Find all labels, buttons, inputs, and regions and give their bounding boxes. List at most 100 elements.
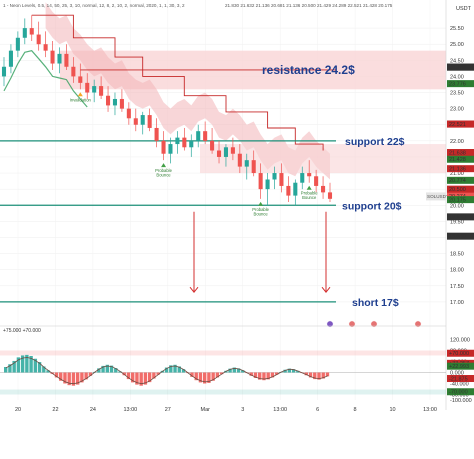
candle-body: [119, 98, 124, 109]
osc-bar: [20, 355, 25, 373]
candle-body: [272, 173, 277, 180]
y-tick-label: 19.50: [450, 219, 464, 225]
y-tick-label: 21.00: [450, 171, 464, 177]
osc-bar: [8, 364, 12, 373]
price-badge-text: 24.289: [449, 65, 466, 71]
osc-tick-label: -100.000: [450, 398, 472, 404]
osc-bar: [202, 372, 207, 384]
candle-body: [140, 115, 145, 125]
level-label: support 22$: [345, 136, 405, 148]
osc-bar: [181, 369, 186, 373]
event-icon: [414, 320, 422, 328]
price-badge-text: 22.521: [449, 122, 466, 128]
candle-body: [1, 66, 7, 77]
price-badge: [447, 63, 474, 71]
osc-bar: [211, 372, 215, 381]
candle-body: [8, 50, 13, 67]
x-tick-label: 13:00: [273, 407, 287, 413]
y-tick-label: 18.00: [450, 268, 464, 274]
pattern-label: Probable: [252, 207, 269, 212]
level-label: support 20$: [342, 200, 402, 212]
osc-bar: [198, 372, 203, 383]
candle-body: [168, 144, 173, 154]
candle-body: [189, 140, 194, 148]
osc-bar: [253, 372, 258, 378]
osc-bar: [16, 357, 21, 373]
y-tick-label: 25.50: [450, 26, 464, 32]
x-tick-label: 3: [241, 407, 244, 413]
osc-bar: [270, 372, 275, 378]
oscillator-header: +75.000 +70.000: [3, 328, 41, 334]
osc-tick-label: 120.000: [450, 338, 470, 344]
level-label: resistance 24.2$: [262, 63, 355, 77]
osc-bar: [287, 368, 292, 373]
candle-body: [307, 173, 312, 177]
candle-body: [314, 176, 319, 186]
price-badge: [447, 155, 474, 163]
candle-body: [29, 28, 34, 35]
osc-bar: [46, 370, 50, 373]
candle-body: [57, 53, 62, 64]
osc-bar: [219, 372, 224, 375]
price-badge-text: 21.638: [449, 150, 466, 156]
x-tick-label: 27: [165, 407, 171, 413]
price-badge: [447, 176, 474, 184]
symbol-tag-bg: [426, 192, 446, 201]
osc-bar: [42, 366, 46, 373]
pattern-marker-icon: [161, 163, 167, 168]
osc-bar: [97, 368, 101, 373]
osc-signal-line: [5, 357, 329, 385]
osc-bar: [177, 366, 181, 373]
y-tick-label: 24.50: [450, 58, 464, 64]
osc-bar: [236, 368, 241, 373]
candle-body: [251, 160, 256, 174]
x-tick-label: 13:00: [123, 407, 137, 413]
candle-body: [106, 95, 111, 106]
price-badge-text: 21.428: [449, 157, 466, 163]
candle-body: [147, 115, 152, 128]
bearish-cloud: [45, 2, 330, 180]
candle-body: [210, 140, 215, 151]
indicator-header: 1 - Neon Levels, 0.5, 14, 50, 25, 3, 10,…: [3, 3, 393, 8]
y-tick-label: 20.00: [450, 203, 464, 209]
pattern-label: Bounce: [254, 211, 269, 216]
osc-bar: [33, 358, 38, 373]
currency-label: USDT: [456, 6, 472, 12]
candle-body: [85, 82, 90, 93]
price-axis: 17.0017.5018.0018.5019.0019.5020.0020.50…: [426, 0, 474, 410]
candle-body: [182, 137, 187, 148]
y-tick-label: 22.00: [450, 139, 464, 145]
osc-bar: [105, 364, 109, 373]
osc-bar: [173, 364, 177, 373]
osc-badge-text: -21.875: [449, 376, 468, 382]
trailing-stop-line: [31, 14, 324, 151]
osc-bar: [207, 372, 211, 383]
x-tick-label: Mar: [201, 407, 211, 413]
down-arrow-head: [189, 286, 199, 294]
x-tick-label: 8: [354, 407, 357, 413]
candle-body: [15, 37, 20, 51]
osc-bar: [71, 372, 76, 386]
candle-body: [203, 131, 208, 141]
osc-bar: [228, 368, 232, 373]
osc-bar: [232, 367, 237, 373]
osc-bar: [169, 365, 173, 373]
symbol-tag-text: SOLUSDT.PERP: [427, 194, 462, 199]
osc-bar: [325, 372, 330, 377]
price-badge: [447, 149, 474, 157]
osc-bar: [126, 372, 131, 380]
y-tick-label: 25.00: [450, 42, 464, 48]
candle-body: [258, 173, 263, 190]
candle-body: [293, 182, 298, 196]
price-badge: [447, 80, 474, 88]
y-tick-label: 23.50: [450, 91, 464, 97]
osc-bar: [109, 365, 114, 373]
price-badge: [447, 185, 474, 193]
annotations: resistance 24.2$ support 22$ support 20$ sh…: [70, 63, 422, 328]
price-badge-text: 20.500: [449, 187, 466, 193]
osc-bar: [190, 372, 194, 377]
osc-bar: [308, 372, 313, 378]
osc-bar: [88, 372, 93, 376]
price-badge: [447, 196, 474, 204]
